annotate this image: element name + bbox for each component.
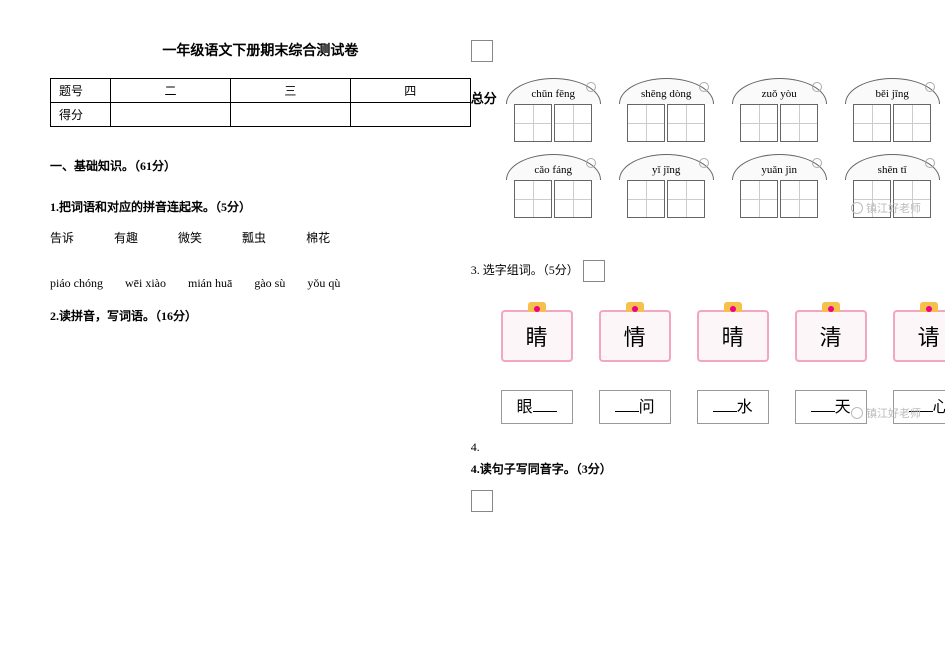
th-3: 三 [230, 79, 350, 103]
small-box-icon [583, 260, 605, 282]
pinyin-cap: cǎo fáng [506, 154, 601, 180]
pinyin-cap: běi jīng [845, 78, 940, 104]
pinyin-cap: shēng dòng [619, 78, 714, 104]
char-card: 清 [795, 310, 867, 362]
fill-item: 水 [697, 390, 769, 424]
mushroom-item: cǎo fáng [506, 154, 601, 218]
zongfen-label: 总分 [471, 88, 497, 107]
mushroom-item: zuǒ yòu [732, 78, 827, 142]
question-4a: 4. [471, 440, 480, 455]
fill-item: 问 [599, 390, 671, 424]
th-4: 四 [350, 79, 470, 103]
page-title: 一年级语文下册期末综合测试卷 [50, 40, 471, 60]
pinyin: wēi xiào [125, 276, 166, 291]
watermark: 镇江好老师 [851, 405, 921, 421]
question-3: 3. 选字组词。（5分） [471, 260, 605, 282]
char-card: 情 [599, 310, 671, 362]
mushroom-item: chūn fēng [506, 78, 601, 142]
word: 有趣 [114, 229, 138, 246]
question-4: 4.读句子写同音字。（3分） [471, 460, 612, 477]
pinyin-cap: chūn fēng [506, 78, 601, 104]
score-cell [350, 103, 470, 127]
char-card: 晴 [697, 310, 769, 362]
pinyin-cap: yǐ jīng [619, 154, 714, 180]
q1-words: 告诉 有趣 微笑 瓢虫 棉花 [50, 229, 471, 246]
score-label: 得分 [51, 103, 111, 127]
char-card: 请 [893, 310, 945, 362]
pinyin: mián huā [188, 276, 232, 291]
mushroom-item: shēng dòng [619, 78, 714, 142]
mushroom-item: yuǎn jìn [732, 154, 827, 218]
word: 微笑 [178, 229, 202, 246]
mushroom-item: yǐ jīng [619, 154, 714, 218]
section-1-header: 一、基础知识。（61分） [50, 157, 471, 174]
question-2: 2.读拼音，写词语。（16分） [50, 307, 471, 324]
small-box-icon [471, 490, 493, 512]
pinyin-cap: zuǒ yòu [732, 78, 827, 104]
q1-pinyin: piáo chóng wēi xiào mián huā gào sù yǒu … [50, 276, 471, 291]
tianzi-cell [514, 104, 552, 142]
word: 瓢虫 [242, 229, 266, 246]
th-2: 二 [111, 79, 231, 103]
word: 棉花 [306, 229, 330, 246]
th-label: 题号 [51, 79, 111, 103]
char-cards: 睛 情 晴 清 请 [501, 310, 945, 362]
question-1: 1.把词语和对应的拼音连起来。（5分） [50, 198, 471, 215]
mushroom-item: běi jīng [845, 78, 940, 142]
pinyin-cap: shēn tǐ [845, 154, 940, 180]
watermark-icon [851, 407, 863, 419]
word: 告诉 [50, 229, 74, 246]
watermark-icon [851, 202, 863, 214]
pinyin: piáo chóng [50, 276, 103, 291]
score-table: 题号 二 三 四 得分 [50, 78, 471, 127]
pinyin: gào sù [254, 276, 285, 291]
tianzi-cell [554, 104, 592, 142]
score-cell [230, 103, 350, 127]
watermark: 镇江好老师 [851, 200, 921, 216]
char-card: 睛 [501, 310, 573, 362]
pinyin: yǒu qù [307, 276, 340, 291]
small-box-icon [471, 40, 493, 62]
fill-item: 眼 [501, 390, 573, 424]
score-cell [111, 103, 231, 127]
pinyin-cap: yuǎn jìn [732, 154, 827, 180]
